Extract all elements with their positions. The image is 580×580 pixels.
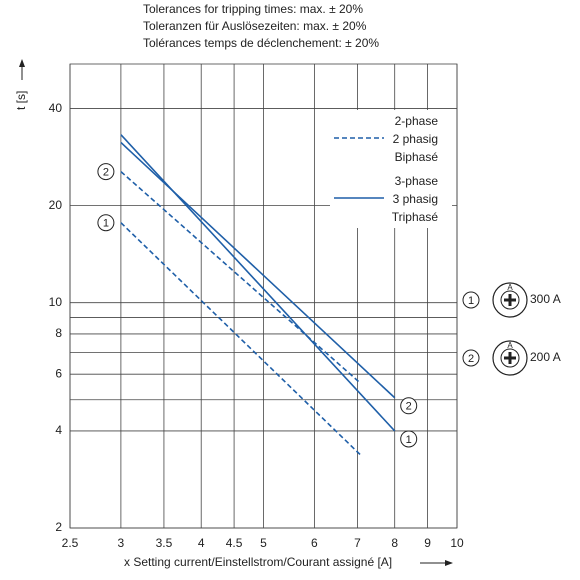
curve — [120, 141, 396, 399]
chart-title: Toleranzen für Auslösezeiten: max. ± 20% — [143, 19, 367, 33]
x-tick-label: 6 — [311, 536, 318, 550]
x-tick-label: 4.5 — [226, 536, 243, 550]
legend-label: Triphasé — [392, 210, 439, 224]
x-tick-label: 7 — [354, 536, 361, 550]
x-tick-label: 3.5 — [156, 536, 173, 550]
curve-label: 1 — [406, 434, 412, 446]
setting-dial: 1 A 300 A — [462, 282, 561, 318]
x-tick-label: 10 — [450, 536, 464, 550]
legend-label: 3-phase — [395, 174, 439, 188]
x-tick-label: 8 — [391, 536, 398, 550]
legend-box — [330, 110, 452, 228]
curve-label-circle — [462, 349, 480, 367]
y-tick-label: 2 — [55, 520, 62, 534]
dial-cross — [504, 352, 516, 364]
chart-title: Tolérances temps de déclenchement: ± 20% — [143, 36, 379, 50]
legend-label: 2-phase — [395, 114, 439, 128]
curve-label-circle — [400, 430, 418, 448]
x-axis-label: x Setting current/Einstellstrom/Courant … — [124, 555, 392, 569]
curve-label: 1 — [468, 295, 474, 307]
curve — [120, 222, 362, 457]
x-tick-label: 5 — [260, 536, 267, 550]
curve-label: 2 — [103, 167, 109, 179]
x-tick-label: 3 — [118, 536, 125, 550]
curve-label-circle — [462, 291, 480, 309]
curve-label: 2 — [468, 353, 474, 365]
setting-dial: 2 A 200 A — [462, 340, 561, 376]
y-tick-label: 4 — [55, 423, 62, 437]
legend-label: 3 phasig — [393, 192, 438, 206]
curve — [120, 171, 361, 384]
curve-label: 2 — [406, 401, 412, 413]
dial-letter: A — [507, 283, 513, 292]
curve-label-circle — [97, 214, 115, 232]
y-axis-label: t [s] — [14, 91, 28, 110]
x-tick-label: 2.5 — [62, 536, 79, 550]
y-tick-label: 6 — [55, 366, 62, 380]
legend-label: 2 phasig — [393, 132, 438, 146]
dial-letter: A — [507, 341, 513, 350]
y-tick-label: 8 — [55, 326, 62, 340]
dial-cross — [504, 294, 516, 306]
chart-title: Tolerances for tripping times: max. ± 20… — [143, 2, 363, 16]
curve-label-circle — [400, 397, 418, 415]
y-tick-label: 40 — [49, 101, 63, 115]
legend: 2-phase 2 phasig Biphasé 3-phase 3 phasig Tri… — [330, 110, 452, 228]
setting-value: 200 A — [530, 350, 561, 364]
y-tick-label: 20 — [49, 198, 63, 212]
curve-label-circle — [97, 163, 115, 181]
curve-label: 1 — [103, 218, 109, 230]
x-tick-label: 4 — [198, 536, 205, 550]
legend-label: Biphasé — [395, 150, 439, 164]
setting-value: 300 A — [530, 292, 561, 306]
x-tick-label: 9 — [424, 536, 431, 550]
y-tick-label: 10 — [49, 295, 63, 309]
